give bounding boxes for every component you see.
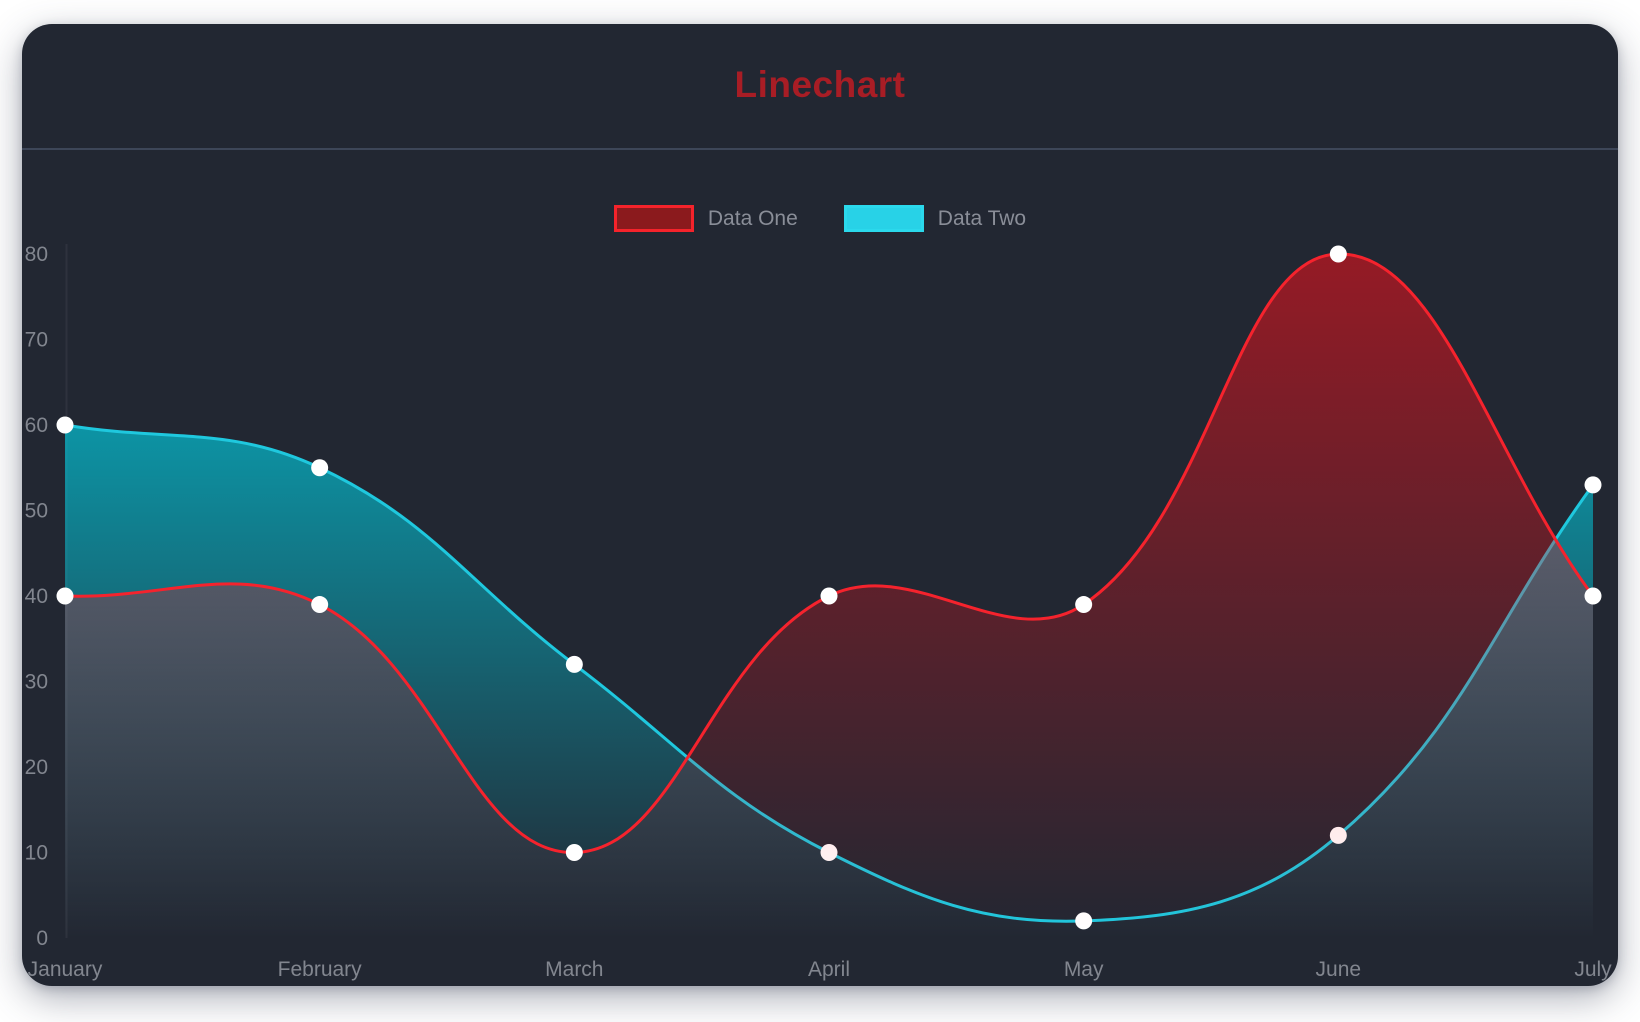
point-data-two-july[interactable]: [1584, 476, 1602, 494]
chart-legend: Data One Data Two: [22, 205, 1618, 232]
legend-item-data-one[interactable]: Data One: [613, 205, 798, 232]
x-axis-label: June: [1316, 958, 1362, 981]
x-axis-label: April: [808, 958, 850, 981]
y-axis-tick-label: 30: [25, 671, 48, 694]
point-data-one-march[interactable]: [565, 844, 583, 861]
legend-item-data-two[interactable]: Data Two: [843, 205, 1027, 232]
chart-title: Linechart: [734, 64, 906, 105]
header-divider: [22, 148, 1618, 150]
point-data-one-july[interactable]: [1584, 587, 1602, 605]
line-data-one: [64, 252, 1595, 855]
legend-swatch-data-two: [843, 205, 924, 232]
point-data-two-february[interactable]: [311, 459, 329, 477]
point-data-two-january[interactable]: [56, 416, 74, 434]
point-data-one-january[interactable]: [56, 587, 74, 605]
x-axis-label: March: [545, 958, 603, 981]
point-data-one-february[interactable]: [311, 596, 329, 614]
y-axis-tick-label: 10: [25, 842, 48, 865]
y-axis-tick-label: 40: [25, 585, 48, 608]
x-axis-label: January: [28, 958, 103, 981]
point-data-one-may[interactable]: [1075, 596, 1093, 614]
point-data-one-june[interactable]: [1329, 245, 1347, 263]
y-axis-tick-label: 50: [25, 500, 48, 523]
x-axis-label: February: [278, 958, 363, 981]
x-axis-label: May: [1064, 958, 1104, 981]
legend-label: Data One: [707, 206, 798, 230]
area-data-one: [65, 253, 1593, 939]
point-data-one-april[interactable]: [820, 587, 838, 605]
y-axis-tick-label: 0: [36, 927, 48, 950]
y-axis-tick-label: 20: [25, 756, 48, 779]
x-axis-label: July: [1574, 958, 1612, 981]
legend-label: Data Two: [937, 206, 1027, 230]
legend-swatch-data-one: [613, 205, 694, 232]
y-axis-tick-label: 80: [25, 243, 48, 266]
y-axis-tick-label: 70: [25, 329, 48, 352]
y-axis-tick-label: 60: [25, 414, 48, 437]
point-data-two-march[interactable]: [565, 655, 583, 673]
